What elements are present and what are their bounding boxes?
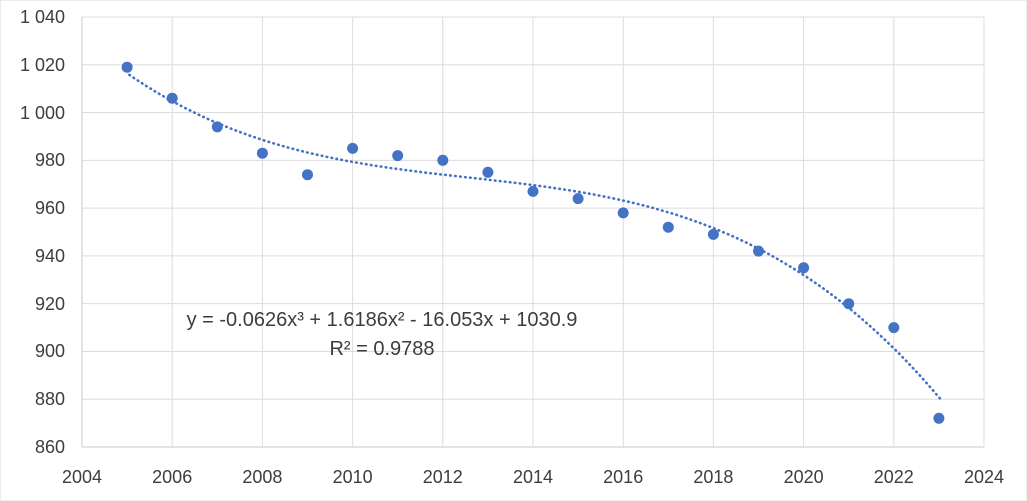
x-axis-tick-label: 2008 xyxy=(242,467,283,487)
data-point xyxy=(256,147,268,159)
y-axis-tick-label: 960 xyxy=(34,198,65,219)
data-point xyxy=(392,150,404,162)
data-point xyxy=(798,262,810,274)
x-axis-tick-label: 2006 xyxy=(152,467,193,487)
y-axis-tick-label: 940 xyxy=(34,245,65,266)
trendline-equation-block: y = -0.0626x³ + 1.6186x² - 16.053x + 103… xyxy=(132,306,632,364)
trendline-path xyxy=(128,73,943,402)
data-point xyxy=(482,166,494,178)
x-axis-tick-label: 2016 xyxy=(603,467,644,487)
x-axis-tick-label: 2020 xyxy=(783,467,824,487)
y-axis-tick-label: 860 xyxy=(34,437,65,457)
y-axis-tick-label: 980 xyxy=(34,150,65,171)
x-axis-tick-label: 2022 xyxy=(873,467,914,487)
data-point xyxy=(527,185,539,197)
y-axis-tick-label: 900 xyxy=(34,341,65,362)
data-point xyxy=(302,169,313,181)
y-axis-tick-label: 1 040 xyxy=(19,7,65,27)
data-point xyxy=(121,61,133,73)
data-point xyxy=(933,412,945,424)
data-point xyxy=(572,193,584,205)
data-point xyxy=(437,154,449,166)
y-axis-tick-label: 920 xyxy=(34,293,65,314)
data-point xyxy=(211,121,223,133)
trendline-equation-label: y = -0.0626x³ + 1.6186x² - 16.053x + 103… xyxy=(186,309,578,331)
data-point xyxy=(617,207,629,219)
x-axis-tick-label: 2004 xyxy=(61,467,103,487)
data-point xyxy=(662,221,674,233)
data-point xyxy=(347,142,359,154)
y-axis-tick-label: 1 020 xyxy=(19,54,65,75)
x-axis-tick-label: 2014 xyxy=(512,467,554,487)
data-point xyxy=(707,228,719,240)
x-axis-tick-label: 2010 xyxy=(332,467,373,487)
trendline-r-squared-label: R² = 0.9788 xyxy=(329,338,435,360)
y-axis-tick-label: 880 xyxy=(34,389,65,410)
x-axis-tick-label: 2024 xyxy=(963,467,1005,487)
y-axis-tick-label: 1 000 xyxy=(19,102,65,123)
x-axis-tick-label: 2018 xyxy=(693,467,734,487)
data-point xyxy=(166,92,178,104)
x-axis-tick-label: 2012 xyxy=(422,467,463,487)
data-point xyxy=(888,322,900,334)
